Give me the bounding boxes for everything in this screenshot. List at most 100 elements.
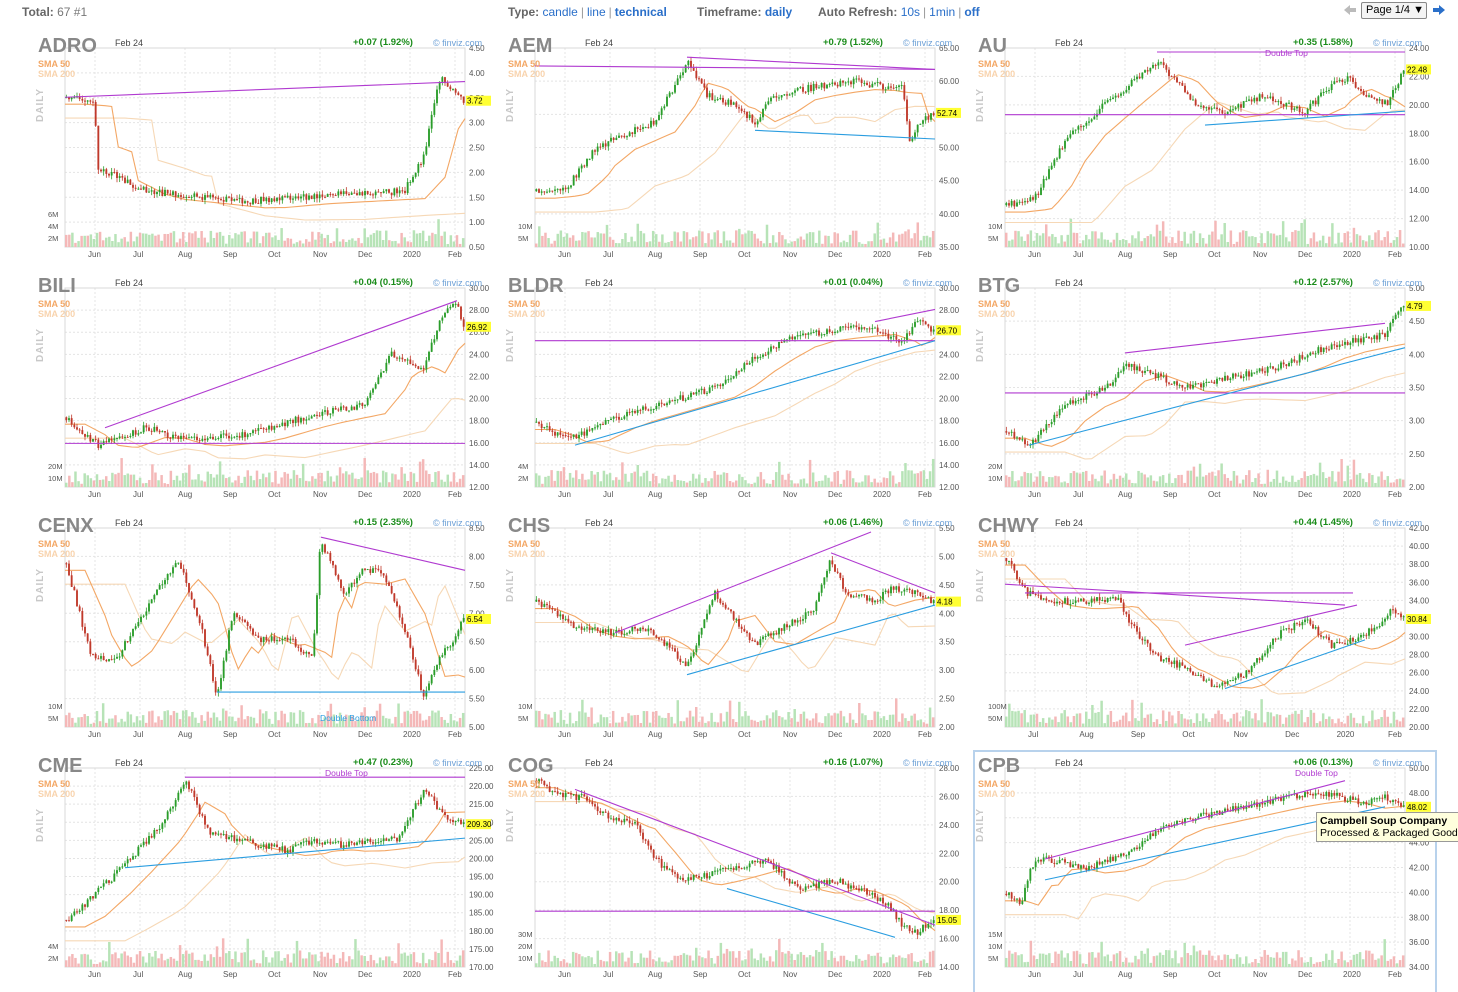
chart-panel-adro[interactable]: 4.504.003.503.002.502.001.501.000.50JunJ… [35,32,495,272]
y-tick-label: 18.00 [1409,129,1430,138]
chart-panel-cpb[interactable]: 50.0048.0046.0044.0042.0040.0038.0036.00… [975,752,1435,992]
refresh-off-link[interactable]: off [964,5,979,19]
y-tick-label: 35.00 [939,243,960,252]
y-tick-label: 28.00 [469,306,490,315]
volume-bars [1005,699,1404,727]
y-tick-label: 38.00 [1409,560,1430,569]
sma200-legend: SMA 200 [508,789,545,799]
page-select[interactable]: Page 1/4 ▼ [1361,2,1427,19]
x-tick-label: Nov [1234,730,1248,739]
y-tick-label: 60.00 [939,77,960,86]
volume-bars [1005,939,1404,967]
x-tick-label: 2020 [1343,250,1361,259]
y-tick-label: 40.00 [1409,542,1430,551]
sma200-line [65,835,465,941]
type-candle-link[interactable]: candle [542,5,577,19]
chart-panel-cme[interactable]: 225.00220.00215.00210.00205.00200.00195.… [35,752,495,992]
y-tick-label: 4.50 [1409,317,1425,326]
x-tick-label: Jun [1028,970,1041,979]
ticker-symbol[interactable]: CENX [38,515,94,538]
refresh-1min-link[interactable]: 1min [929,5,955,19]
next-arrow-icon[interactable] [1432,3,1446,17]
timeframe-selector: Timeframe: daily [697,5,792,19]
refresh-10s-link[interactable]: 10s [901,5,920,19]
price-candles [1005,306,1404,449]
ticker-symbol[interactable]: CHWY [978,515,1039,538]
chart-panel-aem[interactable]: 65.0060.0055.0050.0045.0040.0035.00JunJu… [505,32,965,272]
timeframe-vertical-label: DAILY [505,328,516,362]
sma50-legend: SMA 50 [38,779,70,789]
y-tick-label: 10.00 [1409,243,1430,252]
ticker-symbol[interactable]: BLDR [508,275,564,298]
chart-date: Feb 24 [115,278,143,288]
finviz-watermark: © finviz.com [433,38,482,48]
volume-tick-label: 10M [48,702,63,711]
sma200-legend: SMA 200 [978,549,1015,559]
sma50-legend: SMA 50 [38,539,70,549]
sma200-line [1005,373,1405,459]
prev-arrow-icon[interactable] [1343,3,1357,17]
y-tick-label: 22.00 [939,849,960,858]
type-technical-link[interactable]: technical [615,5,667,19]
ticker-symbol[interactable]: BILI [38,275,76,298]
resistance-trendline [1185,605,1357,645]
y-tick-label: 180.00 [469,927,494,936]
timeframe-daily-link[interactable]: daily [765,5,792,19]
volume-bars [1005,459,1404,487]
x-tick-label: Sep [1163,490,1178,499]
chart-date: Feb 24 [1055,278,1083,288]
x-tick-label: Oct [738,490,751,499]
volume-bars [65,938,464,967]
y-tick-label: 48.00 [1409,789,1430,798]
resistance-trendline [1125,323,1385,353]
y-tick-label: 185.00 [469,909,494,918]
chart-date: Feb 24 [585,38,613,48]
y-tick-label: 14.00 [469,461,490,470]
volume-tick-label: 20M [988,462,1003,471]
ticker-symbol[interactable]: CME [38,755,82,778]
x-tick-label: Aug [178,490,192,499]
ticker-symbol[interactable]: COG [508,755,554,778]
finviz-watermark: © finviz.com [433,518,482,528]
type-line-link[interactable]: line [587,5,606,19]
x-tick-label: Nov [1253,970,1267,979]
sma50-line [1005,344,1405,446]
price-chart: 30.0028.0026.0024.0022.0020.0018.0016.00… [505,272,965,512]
sma200-line [65,118,465,220]
volume-tick-label: 4M [518,462,528,471]
sma200-line [535,350,935,453]
ticker-symbol[interactable]: AEM [508,35,552,58]
x-tick-label: Sep [1131,730,1146,739]
x-tick-label: Sep [223,730,238,739]
ticker-symbol[interactable]: CHS [508,515,550,538]
price-candles [1005,558,1404,690]
price-change: +0.15 (2.35%) [353,517,413,528]
x-tick-label: Feb [918,250,932,259]
type-selector: Type: candle|line|technical [508,5,667,19]
y-tick-label: 170.00 [469,963,494,972]
chart-panel-bldr[interactable]: 30.0028.0026.0024.0022.0020.0018.0016.00… [505,272,965,512]
y-tick-label: 30.00 [1409,633,1430,642]
x-tick-label: Jul [1073,250,1083,259]
ticker-symbol[interactable]: ADRO [38,35,97,58]
finviz-watermark: © finviz.com [1373,758,1422,768]
ticker-symbol[interactable]: CPB [978,755,1020,778]
volume-bars [65,219,464,247]
ticker-symbol[interactable]: AU [978,35,1007,58]
finviz-watermark: © finviz.com [433,278,482,288]
price-candles [1005,789,1404,906]
chart-panel-chwy[interactable]: 42.0040.0038.0036.0034.0032.0030.0028.00… [975,512,1435,752]
timeframe-label: Timeframe: [697,5,761,19]
y-tick-label: 220.00 [469,782,494,791]
y-tick-label: 200.00 [469,854,494,863]
ticker-symbol[interactable]: BTG [978,275,1020,298]
sma50-legend: SMA 50 [978,59,1010,69]
